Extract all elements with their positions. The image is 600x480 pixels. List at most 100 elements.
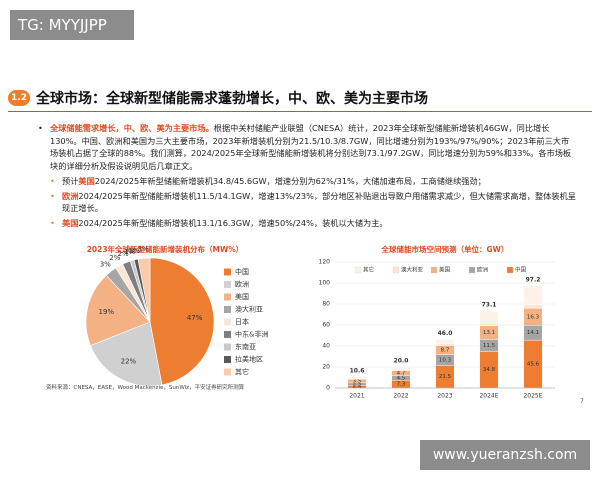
pie-label: 3% [138,245,149,253]
pie-slice [137,257,151,323]
legend-swatch [224,306,231,313]
bullet-text: 2024/2025年新型储能新增装机11.5/14.1GW，增速13%/23%，… [62,190,576,214]
bar-segment [479,311,499,324]
bullet: 全球储能需求增长，中、欧、美为主要市场。根据中关村储能产业联盟（CNESA）统计… [36,122,576,172]
source: 资料来源：CNESA，EASE，Wood Mackenzie，SunWiz，平安… [46,385,245,391]
total-label: 73.1 [482,302,497,309]
bullet-text: 2024/2025年新型储能新增装机34.8/45.6GW，增速分别为62%/3… [94,176,486,186]
legend-label: 欧洲 [477,266,489,274]
bullet-text: 美国 [78,176,95,186]
total-label: 10.6 [350,367,365,374]
legend-label: 澳大利亚 [401,266,424,274]
bar-segment [479,322,499,326]
pie-label: 19% [98,308,114,316]
segment-label: 4.7 [397,371,406,377]
segment-label: 2.4 [353,384,362,390]
bullet: 预计美国2024/2025年新型储能新增装机34.8/45.6GW，增速分别为6… [36,175,576,188]
bullet-text: 2024/2025年新型储能新增装机13.1/16.3GW，增速50%/24%，… [78,217,388,228]
legend-label: 其它 [235,367,249,376]
segment-label: 3.5 [353,379,362,385]
segment-label: 7.3 [397,382,406,388]
y-tick-label: 100 [319,280,331,287]
pie-slice [90,321,163,387]
bullet: 美国2024/2025年新型储能新增装机13.1/16.3GW，增速50%/24… [36,217,576,230]
legend-label: 中东&非洲 [235,330,268,339]
footer-watermark: www.yueranzsh.com [420,440,590,470]
section-number: 1.2 [8,90,30,106]
bullet-text: 欧洲 [62,190,79,201]
legend-swatch [392,266,400,274]
pie-label: 3% [100,260,111,268]
y-tick-label: 0 [326,385,330,392]
total-label: 46.0 [438,330,453,337]
segment-label: 11.5 [483,343,496,349]
legend-label: 日本 [235,317,249,326]
y-tick-label: 40 [322,343,330,350]
legend-swatch [224,331,231,338]
bullet-text: 美国 [62,217,79,228]
legend-label: 中国 [235,267,249,276]
legend-label: 东南亚 [235,342,256,351]
x-tick-label: 2024E [479,393,498,400]
x-tick-label: 2022 [393,393,408,400]
pie-label: 2% [118,250,129,258]
bullet-text: 全球储能需求增长，中、欧、美为主要市场。 [50,123,214,133]
legend-swatch [430,266,438,274]
legend-swatch [468,266,476,274]
x-tick-label: 2021 [349,393,364,400]
bar-segment [523,285,543,306]
pie-title: 2023年全球新型储能新增装机分布（MW%） [87,244,244,254]
bar-segment [523,304,543,309]
charts: 2023年全球新型储能新增装机分布（MW%）47%22%19%3%2%2%1%1… [85,244,555,400]
legend-swatch [224,281,231,288]
total-label: 20.0 [394,358,409,365]
bullets: 全球储能需求增长，中、欧、美为主要市场。根据中关村储能产业联盟（CNESA）统计… [36,122,576,231]
segment-label: 2.5 [353,382,362,388]
y-tick-label: 20 [322,364,330,371]
legend-label: 美国 [235,292,249,301]
x-tick-label: 2023 [437,393,452,400]
x-tick-label: 2025E [523,393,542,400]
segment-label: 8.7 [441,348,450,354]
legend-label: 美国 [439,266,451,274]
pie-label: 1% [124,248,135,256]
segment-label: 14.1 [527,330,539,336]
bar-segment [391,366,411,370]
y-tick-label: 120 [319,259,331,266]
y-tick-label: 60 [322,322,330,329]
watermark: TG: MYYJJPP [10,10,134,40]
title-rule [8,111,592,112]
legend-label: 欧洲 [235,280,249,289]
bullet: 欧洲2024/2025年新型储能新增装机11.5/14.1GW，增速13%/23… [36,190,576,215]
segment-label: 21.5 [439,374,452,380]
bar-segment [347,376,367,379]
legend-swatch [224,368,231,376]
page-number: 7 [580,398,584,405]
y-tick-label: 80 [322,301,330,308]
bullet-text: 根据中关村储能产业联盟（CNESA）统计，2023年全球新型储能新增装机46GW… [50,123,572,171]
pie-label: 47% [187,314,203,322]
pie-label: 22% [121,357,137,365]
bar-segment [435,339,455,345]
pie-label: 1% [129,247,140,255]
segment-label: 34.8 [483,367,496,373]
segment-label: 4.5 [397,375,406,381]
pie-slice [85,274,151,346]
legend-label: 拉美地区 [235,355,263,364]
bullet-text: 预计 [62,176,79,186]
section-title: 全球市场：全球新型储能需求蓬勃增长，中、欧、美为主要市场 [36,91,428,107]
legend-label: 澳大利亚 [235,305,263,314]
segment-label: 16.3 [527,314,540,320]
legend-swatch [354,266,362,274]
legend-swatch [224,318,231,326]
bar-segment [435,343,455,346]
segment-label: 45.6 [527,362,540,368]
legend-label: 其它 [363,266,374,274]
legend-label: 中国 [515,266,527,274]
pie-slice [149,257,215,386]
segment-label: 13.1 [483,330,495,336]
legend-swatch [224,293,231,301]
legend-swatch [224,343,231,351]
legend-swatch [224,356,231,363]
